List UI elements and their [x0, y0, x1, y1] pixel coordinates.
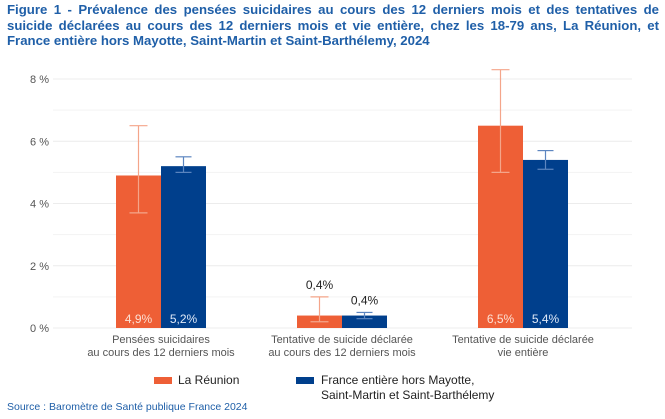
x-category-label: au cours des 12 derniers mois [87, 347, 235, 359]
y-axis-ticks: 0 % 2 % 4 % 6 % 8 % [30, 74, 49, 335]
legend-swatch-reunion [154, 377, 172, 384]
y-tick-label: 0 % [30, 323, 49, 335]
data-label-reunion: 0,4% [306, 278, 334, 292]
error-bars [129, 69, 554, 323]
data-label-reunion: 4,9% [125, 312, 153, 326]
x-category-label: au cours des 12 derniers mois [268, 347, 416, 359]
x-category-label: Tentative de suicide déclarée [271, 334, 413, 346]
y-tick-label: 4 % [30, 199, 49, 211]
data-label-france: 5,4% [532, 312, 560, 326]
legend-swatch-france [296, 377, 314, 384]
bar-france [161, 166, 206, 328]
data-labels: 4,9% 5,2% 0,4% 0,4% 6,5% 5,4% [125, 278, 560, 326]
x-category-label: Tentative de suicide déclarée [452, 334, 594, 346]
bar-france [342, 315, 387, 328]
x-category-label: vie entière [498, 347, 549, 359]
data-label-reunion: 6,5% [487, 312, 515, 326]
y-tick-label: 2 % [30, 261, 49, 273]
legend-label-reunion: La Réunion [178, 373, 240, 387]
y-tick-label: 8 % [30, 74, 49, 86]
x-category-label: Pensées suicidaires [112, 334, 210, 346]
bar-france [523, 159, 568, 328]
data-label-france: 0,4% [351, 293, 379, 307]
source-note: Source : Baromètre de Santé publique Fra… [7, 401, 248, 413]
legend-label-france: France entière hors Mayotte, Saint-Marti… [321, 373, 495, 402]
data-label-france: 5,2% [170, 312, 198, 326]
figure-title: Figure 1 - Prévalence des pensées suicid… [7, 2, 659, 48]
y-tick-label: 6 % [30, 136, 49, 148]
